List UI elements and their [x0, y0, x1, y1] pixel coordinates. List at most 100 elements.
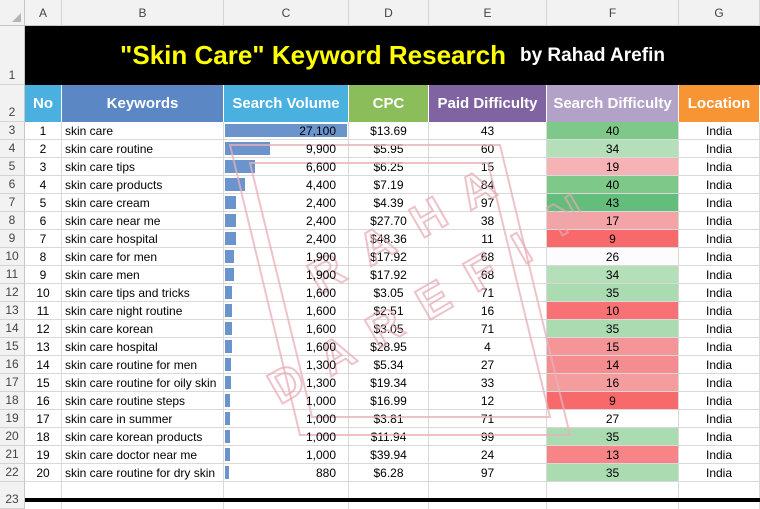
cell-search-difficulty[interactable]: 35 [547, 464, 679, 482]
empty-cell[interactable] [547, 482, 679, 509]
cell-search-difficulty[interactable]: 40 [547, 122, 679, 140]
cell-search-difficulty[interactable]: 35 [547, 428, 679, 446]
cell-location[interactable]: India [679, 374, 760, 392]
cell-cpc[interactable]: $3.81 [349, 410, 429, 428]
cell-paid-difficulty[interactable]: 24 [429, 446, 547, 464]
cell-keyword[interactable]: skin care routine steps [62, 392, 224, 410]
cell-search-difficulty[interactable]: 35 [547, 284, 679, 302]
header-no[interactable]: No [25, 85, 62, 122]
cell-paid-difficulty[interactable]: 71 [429, 284, 547, 302]
empty-cell[interactable] [679, 482, 760, 509]
row-header-1[interactable]: 1 [0, 26, 25, 85]
cell-no[interactable]: 15 [25, 374, 62, 392]
empty-cell[interactable] [429, 482, 547, 509]
cell-search-volume[interactable]: 1,600 [224, 338, 349, 356]
cell-paid-difficulty[interactable]: 15 [429, 158, 547, 176]
column-header-a[interactable]: A [25, 0, 62, 26]
row-header-12[interactable]: 12 [0, 284, 25, 302]
cell-cpc[interactable]: $11.94 [349, 428, 429, 446]
empty-cell[interactable] [224, 482, 349, 509]
cell-paid-difficulty[interactable]: 11 [429, 230, 547, 248]
row-header-21[interactable]: 21 [0, 446, 25, 464]
row-header-11[interactable]: 11 [0, 266, 25, 284]
column-header-c[interactable]: C [224, 0, 349, 26]
cell-paid-difficulty[interactable]: 33 [429, 374, 547, 392]
row-header-20[interactable]: 20 [0, 428, 25, 446]
row-header-10[interactable]: 10 [0, 248, 25, 266]
cell-paid-difficulty[interactable]: 97 [429, 464, 547, 482]
cell-cpc[interactable]: $48.36 [349, 230, 429, 248]
cell-no[interactable]: 8 [25, 248, 62, 266]
cell-cpc[interactable]: $2.51 [349, 302, 429, 320]
cell-no[interactable]: 2 [25, 140, 62, 158]
column-header-b[interactable]: B [62, 0, 224, 26]
cell-location[interactable]: India [679, 212, 760, 230]
cell-search-volume[interactable]: 1,600 [224, 302, 349, 320]
cell-keyword[interactable]: skin care in summer [62, 410, 224, 428]
cell-search-volume[interactable]: 1,300 [224, 374, 349, 392]
cell-search-difficulty[interactable]: 34 [547, 266, 679, 284]
cell-keyword[interactable]: skin care korean products [62, 428, 224, 446]
cell-cpc[interactable]: $5.95 [349, 140, 429, 158]
cell-no[interactable]: 18 [25, 428, 62, 446]
header-paid-difficulty[interactable]: Paid Difficulty [429, 85, 547, 122]
cell-no[interactable]: 12 [25, 320, 62, 338]
cell-location[interactable]: India [679, 266, 760, 284]
cell-keyword[interactable]: skin care routine [62, 140, 224, 158]
cell-cpc[interactable]: $28.95 [349, 338, 429, 356]
cell-location[interactable]: India [679, 410, 760, 428]
cell-location[interactable]: India [679, 230, 760, 248]
row-header-7[interactable]: 7 [0, 194, 25, 212]
cell-cpc[interactable]: $5.34 [349, 356, 429, 374]
row-header-18[interactable]: 18 [0, 392, 25, 410]
cell-no[interactable]: 3 [25, 158, 62, 176]
cell-search-difficulty[interactable]: 10 [547, 302, 679, 320]
cell-cpc[interactable]: $13.69 [349, 122, 429, 140]
cell-keyword[interactable]: skin care tips [62, 158, 224, 176]
cell-paid-difficulty[interactable]: 68 [429, 248, 547, 266]
row-header-19[interactable]: 19 [0, 410, 25, 428]
cell-location[interactable]: India [679, 392, 760, 410]
cell-search-difficulty[interactable]: 19 [547, 158, 679, 176]
cell-search-difficulty[interactable]: 17 [547, 212, 679, 230]
cell-no[interactable]: 4 [25, 176, 62, 194]
cell-keyword[interactable]: skin care routine for men [62, 356, 224, 374]
cell-no[interactable]: 13 [25, 338, 62, 356]
cell-keyword[interactable]: skin care routine for dry skin [62, 464, 224, 482]
cell-location[interactable]: India [679, 428, 760, 446]
cell-location[interactable]: India [679, 140, 760, 158]
cell-paid-difficulty[interactable]: 84 [429, 176, 547, 194]
row-header-8[interactable]: 8 [0, 212, 25, 230]
cell-search-difficulty[interactable]: 40 [547, 176, 679, 194]
row-header-15[interactable]: 15 [0, 338, 25, 356]
cell-search-difficulty[interactable]: 14 [547, 356, 679, 374]
cell-paid-difficulty[interactable]: 27 [429, 356, 547, 374]
row-header-22[interactable]: 22 [0, 464, 25, 482]
cell-search-difficulty[interactable]: 15 [547, 338, 679, 356]
cell-cpc[interactable]: $16.99 [349, 392, 429, 410]
cell-keyword[interactable]: skin care hospital [62, 230, 224, 248]
header-keywords[interactable]: Keywords [62, 85, 224, 122]
cell-no[interactable]: 6 [25, 212, 62, 230]
cell-no[interactable]: 11 [25, 302, 62, 320]
cell-location[interactable]: India [679, 158, 760, 176]
column-header-e[interactable]: E [429, 0, 547, 26]
cell-search-difficulty[interactable]: 43 [547, 194, 679, 212]
cell-keyword[interactable]: skin care products [62, 176, 224, 194]
row-header-23[interactable]: 23 [0, 482, 25, 509]
cell-cpc[interactable]: $39.94 [349, 446, 429, 464]
column-header-d[interactable]: D [349, 0, 429, 26]
cell-search-volume[interactable]: 2,400 [224, 230, 349, 248]
cell-search-volume[interactable]: 1,900 [224, 248, 349, 266]
empty-cell[interactable] [349, 482, 429, 509]
cell-location[interactable]: India [679, 194, 760, 212]
cell-search-volume[interactable]: 4,400 [224, 176, 349, 194]
empty-cell[interactable] [25, 482, 62, 509]
cell-paid-difficulty[interactable]: 38 [429, 212, 547, 230]
cell-search-volume[interactable]: 6,600 [224, 158, 349, 176]
cell-paid-difficulty[interactable]: 12 [429, 392, 547, 410]
cell-search-difficulty[interactable]: 13 [547, 446, 679, 464]
row-header-2[interactable]: 2 [0, 85, 25, 122]
cell-search-volume[interactable]: 1,000 [224, 392, 349, 410]
